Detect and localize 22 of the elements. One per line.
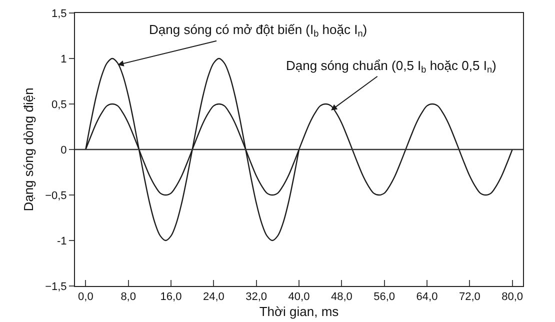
x-tick-label: 56,0 bbox=[374, 291, 396, 304]
x-tick-label: 16,0 bbox=[160, 291, 182, 304]
annotation: Dạng sóng chuẩn (0,5 I$_{b}$ hoặc 0,5 I$_{n}$) bbox=[286, 58, 496, 75]
x-tick-label: 72,0 bbox=[458, 291, 480, 304]
y-tick-label: −0,5 bbox=[45, 190, 67, 202]
y-tick-label: 0 bbox=[60, 144, 67, 156]
y-tick-label: −1,5 bbox=[45, 280, 67, 293]
y-tick-label: 1,5 bbox=[52, 8, 67, 20]
annotation: Dạng sóng có mở đột biến (I$_{b}$ hoặc I$_{n}$) bbox=[149, 22, 368, 39]
x-tick-label: 32,0 bbox=[246, 291, 268, 304]
y-axis-title: Dạng sóng dòng điện bbox=[21, 88, 36, 212]
x-tick-label: 40,0 bbox=[288, 291, 310, 304]
y-tick-label: 0,5 bbox=[52, 98, 67, 111]
x-tick-label: 64,0 bbox=[416, 291, 438, 304]
x-tick-label: 80,0 bbox=[502, 291, 524, 304]
x-axis-title: Thời gian, ms bbox=[259, 304, 340, 319]
y-tick-label: 1 bbox=[60, 53, 67, 66]
x-tick-label: 48,0 bbox=[330, 291, 352, 304]
x-tick-label: 8,0 bbox=[120, 291, 136, 304]
y-tick-label: -1 bbox=[57, 235, 67, 248]
x-tick-label: 24,0 bbox=[202, 291, 224, 304]
x-tick-label: 0,0 bbox=[78, 291, 94, 304]
